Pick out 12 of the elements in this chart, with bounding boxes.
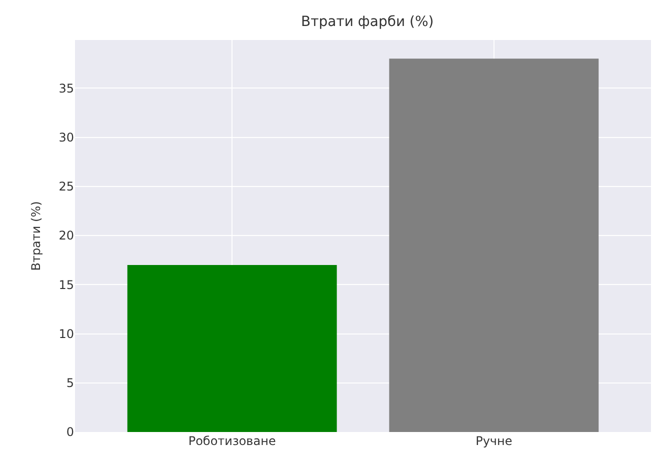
- chart-title: Втрати фарби (%): [300, 14, 434, 30]
- y-tick-label: 0: [66, 425, 74, 440]
- y-tick-label: 35: [58, 81, 74, 96]
- y-tick-label: 5: [66, 376, 74, 390]
- y-tick-label: 20: [58, 228, 74, 243]
- y-tick-label: 10: [58, 326, 74, 341]
- y-tick-label: 15: [58, 278, 74, 292]
- y-tick-label: 30: [58, 130, 74, 144]
- x-tick-label: Роботизоване: [188, 434, 276, 448]
- y-tick-label: 25: [58, 180, 74, 194]
- y-axis-title: Втрати (%): [29, 201, 44, 271]
- x-tick-label: Ручне: [476, 434, 512, 448]
